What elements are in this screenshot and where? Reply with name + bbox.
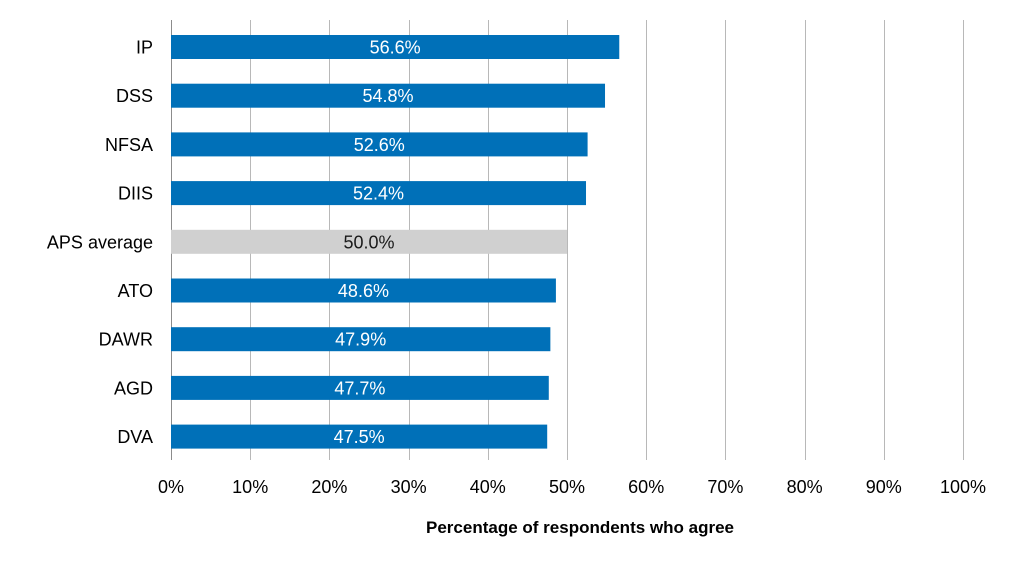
bar-diis <box>171 181 587 206</box>
x-tick-labels: 0% 10% 20% 30% 40% 50% 60% 70% 80% 90% 100% <box>158 477 986 497</box>
x-tick-label: 20% <box>311 477 347 497</box>
x-tick-label: 40% <box>470 477 506 497</box>
x-axis-title: Percentage of respondents who agree <box>426 518 734 537</box>
data-label: 52.6% <box>354 135 405 155</box>
data-label: 47.5% <box>334 427 385 447</box>
bar-ato <box>171 278 556 303</box>
bar-dss <box>171 83 606 108</box>
category-label: NFSA <box>105 135 153 155</box>
bar-dawr <box>171 327 551 352</box>
bar-aps-average <box>171 229 567 254</box>
x-tick-label: 30% <box>391 477 427 497</box>
category-label: AGD <box>114 378 153 398</box>
data-label: 47.9% <box>335 330 386 350</box>
bar-ip <box>171 35 620 59</box>
category-label: DIIS <box>118 184 153 204</box>
x-tick-label: 0% <box>158 477 184 497</box>
data-label: 48.6% <box>338 281 389 301</box>
category-label: DAWR <box>99 330 153 350</box>
x-tick-label: 70% <box>707 477 743 497</box>
data-label: 54.8% <box>362 86 413 106</box>
data-label: 52.4% <box>353 184 404 204</box>
x-tick-label: 10% <box>232 477 268 497</box>
bar-dva <box>171 424 548 449</box>
x-tick-label: 90% <box>866 477 902 497</box>
data-label: 56.6% <box>370 38 421 58</box>
bar-agd <box>171 375 549 400</box>
category-label: APS average <box>47 232 153 252</box>
bar-nfsa <box>171 132 588 157</box>
category-labels: IP DSS NFSA DIIS APS average ATO DAWR AGD DVA <box>47 38 153 448</box>
category-label: DVA <box>117 427 153 447</box>
data-label: 50.0% <box>343 232 394 252</box>
category-label: DSS <box>116 86 153 106</box>
data-label: 47.7% <box>334 378 385 398</box>
x-tick-label: 80% <box>787 477 823 497</box>
x-tick-label: 60% <box>628 477 664 497</box>
x-tick-label: 100% <box>940 477 986 497</box>
category-label: ATO <box>118 281 153 301</box>
x-tick-label: 50% <box>549 477 585 497</box>
bars: 56.6% 54.8% 52.6% 52.4% 50.0% 48.6% 47.9% 47.7%… <box>171 35 620 449</box>
category-label: IP <box>136 38 153 58</box>
